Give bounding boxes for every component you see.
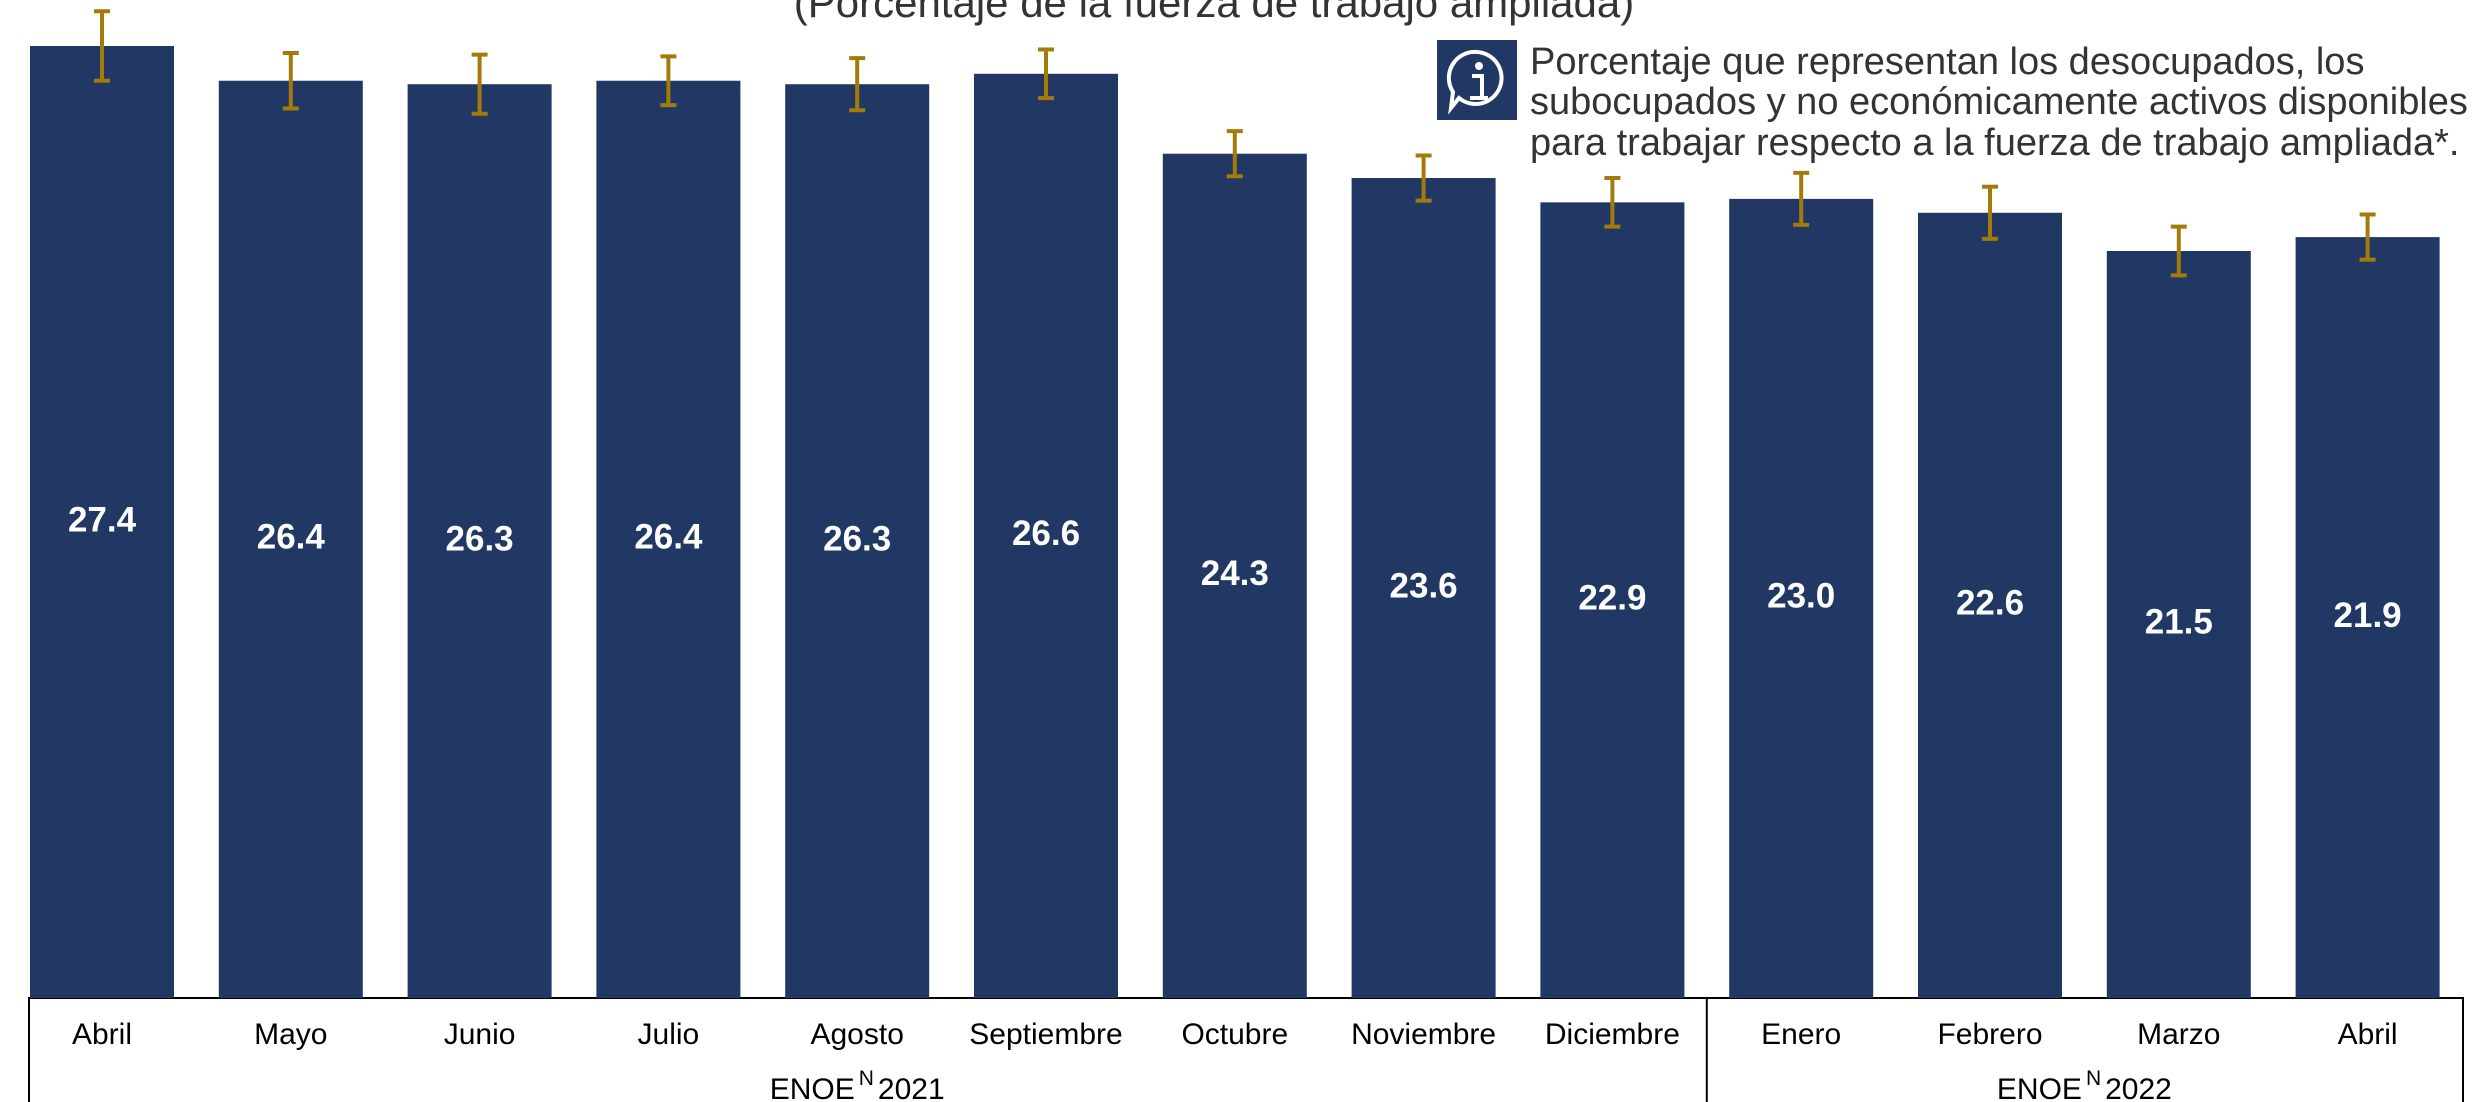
group-superscript: N xyxy=(2086,1067,2101,1090)
error-bar xyxy=(1415,153,1432,203)
group-name: ENOE xyxy=(770,1073,855,1102)
data-label: 26.4 xyxy=(634,518,703,557)
data-label: 26.3 xyxy=(823,519,891,558)
group-year: 2021 xyxy=(878,1073,945,1102)
bar xyxy=(1918,212,2062,998)
note-line: para trabajar respecto a la fuerza de tr… xyxy=(1530,122,2459,164)
x-tick-label: Diciembre xyxy=(1545,1018,1680,1051)
x-tick-label: Agosto xyxy=(810,1018,903,1051)
data-label: 22.9 xyxy=(1578,578,1646,617)
bar xyxy=(1351,178,1496,999)
x-tick-label: Enero xyxy=(1761,1018,1841,1051)
error-bar xyxy=(2170,224,2187,278)
info-icon xyxy=(1437,40,1517,120)
error-bar xyxy=(1793,170,1810,227)
bar xyxy=(974,73,1118,998)
group-label: ENOE N 2022 xyxy=(1997,1067,2172,1102)
x-tick-label: Marzo xyxy=(2137,1018,2220,1051)
data-label: 26.3 xyxy=(446,519,514,558)
bar xyxy=(2295,237,2440,998)
group-year: 2022 xyxy=(2105,1073,2172,1102)
bar xyxy=(2106,250,2251,999)
note-line: subocupados y no económicamente activos … xyxy=(1530,81,2468,123)
bar xyxy=(30,46,174,998)
group-label: ENOE N 2021 xyxy=(770,1067,945,1102)
bar xyxy=(1729,198,1874,998)
error-bar xyxy=(1226,129,1243,179)
x-tick-label: Julio xyxy=(638,1018,700,1051)
data-label: 21.5 xyxy=(2145,603,2213,642)
error-bar xyxy=(2359,212,2376,262)
group-name: ENOE xyxy=(1997,1073,2082,1102)
x-tick-label: Noviembre xyxy=(1351,1018,1496,1051)
error-bar xyxy=(1982,184,1998,241)
error-bar xyxy=(660,54,677,108)
x-tick-label: Octubre xyxy=(1181,1018,1288,1051)
data-label: 26.4 xyxy=(257,518,326,557)
data-label: 23.0 xyxy=(1767,577,1835,616)
error-bar xyxy=(282,50,299,111)
x-tick-label: Junio xyxy=(444,1018,516,1051)
x-tick-label: Febrero xyxy=(1937,1018,2042,1051)
chart-subtitle: (Porcentaje de la fuerza de trabajo ampl… xyxy=(794,0,1635,26)
bar xyxy=(785,84,930,998)
x-tick-label: Abril xyxy=(72,1018,132,1051)
bar xyxy=(1540,202,1685,999)
x-tick-label: Septiembre xyxy=(969,1018,1122,1051)
error-bar xyxy=(849,56,866,113)
bar xyxy=(407,84,552,998)
data-label: 23.6 xyxy=(1390,566,1458,605)
x-tick-label: Abril xyxy=(2338,1018,2398,1051)
group-superscript: N xyxy=(859,1067,874,1090)
error-bar xyxy=(94,9,110,83)
error-bar xyxy=(1038,47,1054,101)
note-line: Porcentaje que representan los desocupad… xyxy=(1530,41,2364,83)
error-bar xyxy=(1604,176,1621,229)
error-bar xyxy=(471,52,488,116)
data-label: 22.6 xyxy=(1956,584,2024,623)
bar xyxy=(218,80,363,999)
data-label: 24.3 xyxy=(1201,554,1269,593)
bar xyxy=(1162,153,1307,999)
data-label: 27.4 xyxy=(68,500,137,539)
data-label: 26.6 xyxy=(1012,514,1080,553)
bar xyxy=(596,80,741,999)
data-label: 21.9 xyxy=(2334,596,2402,635)
x-tick-label: Mayo xyxy=(254,1018,327,1051)
